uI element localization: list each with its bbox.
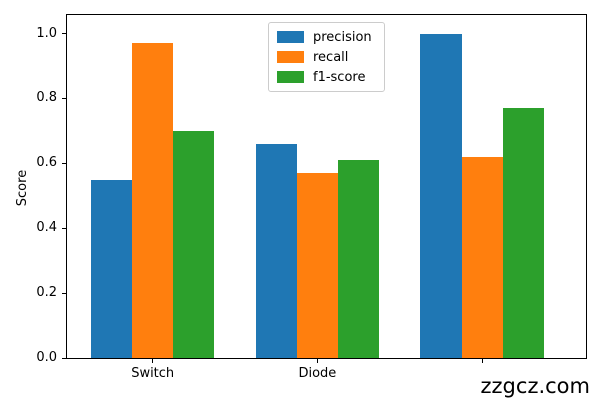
bar-f1-score-Switch [173,130,215,358]
legend-label: recall [313,49,349,65]
y-tick-mark [62,227,66,229]
y-tick-mark [62,33,66,34]
y-tick-label: 0.6 [36,155,57,171]
x-tick-mark [316,359,318,363]
legend-swatch-f1-score [277,71,304,83]
y-tick-label: 0.2 [36,285,57,301]
x-tick-label [427,366,537,382]
legend-swatch-recall [277,51,304,63]
y-tick-mark [62,357,66,359]
y-tick-mark [62,292,66,294]
legend-label: precision [313,29,372,45]
y-tick-label: 1.0 [36,25,57,41]
y-tick-label: 0.8 [36,90,57,106]
x-tick-label: Switch [131,366,175,381]
x-tick-mark [152,359,154,363]
legend-item-recall: recall [277,49,372,65]
bar-recall-Switch [132,43,174,358]
bar-precision-Diode [255,143,297,358]
watermark-text: zzgcz.com [474,374,590,398]
legend-swatch-precision [277,31,304,43]
bar-f1-score-Diode [338,160,380,358]
x-tick-label: Diode [298,366,337,381]
legend-item-f1-score: f1-score [277,69,372,85]
bar-recall-Diode [296,173,338,358]
x-tick-mark [481,359,483,363]
bar-recall-group3 [461,156,503,358]
bar-f1-score-group3 [502,108,544,358]
y-tick-label: 0.4 [36,220,57,236]
legend-label: f1-score [313,69,366,85]
legend-item-precision: precision [277,29,372,45]
y-tick-mark [62,162,66,164]
y-tick-label: 0.0 [36,350,57,365]
bar-precision-group3 [420,33,462,358]
legend: precision recall f1-score [268,22,385,92]
y-tick-mark [62,97,66,99]
bar-precision-Switch [90,179,133,358]
